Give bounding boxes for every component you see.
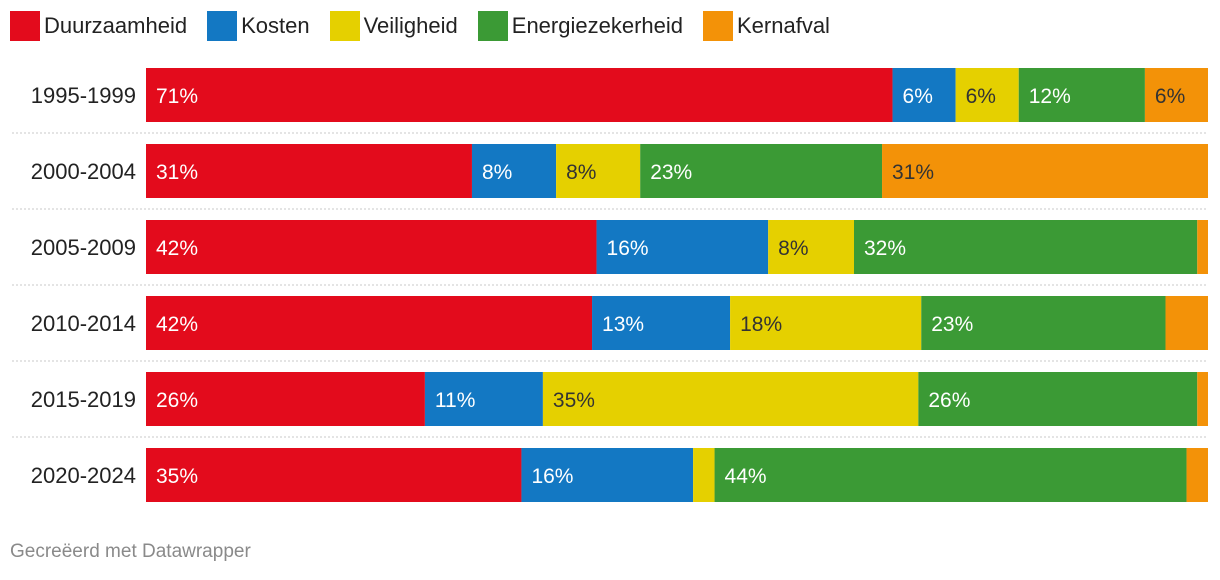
legend-item-veiligheid: Veiligheid <box>329 11 458 41</box>
bar-segment-veiligheid-2005-2009 <box>768 220 854 274</box>
data-label-duurzaamheid-1995-1999: 71% <box>156 85 198 108</box>
data-label-veiligheid-2015-2019: 35% <box>553 389 595 412</box>
bar-segment-duurzaamheid-2005-2009 <box>146 220 597 274</box>
data-label-veiligheid-2005-2009: 8% <box>778 237 808 260</box>
legend-swatch-energiezekerheid <box>477 11 508 41</box>
data-label-veiligheid-1995-1999: 6% <box>966 85 996 108</box>
bar-segment-energiezekerheid-2015-2019 <box>918 372 1198 426</box>
bar-segment-kosten-2015-2019 <box>424 372 543 426</box>
bar-segment-veiligheid-1995-1999 <box>955 68 1019 122</box>
row-label-2020-2024: 2020-2024 <box>31 463 136 488</box>
data-label-kernafval-1995-1999: 6% <box>1155 85 1185 108</box>
bar-segment-energiezekerheid-2000-2004 <box>640 144 883 198</box>
legend-label-kernafval: Kernafval <box>737 13 830 38</box>
data-label-kosten-2020-2024: 16% <box>531 465 573 488</box>
bar-segment-kernafval-2000-2004 <box>882 144 1208 198</box>
row-label-2000-2004: 2000-2004 <box>31 159 136 184</box>
data-label-energiezekerheid-2000-2004: 23% <box>650 161 692 184</box>
bar-segment-kernafval-1995-1999 <box>1144 68 1208 122</box>
bar-segment-kernafval-2015-2019 <box>1197 372 1208 426</box>
bar-segment-veiligheid-2010-2014 <box>730 296 922 350</box>
data-label-energiezekerheid-2015-2019: 26% <box>928 389 970 412</box>
bar-segment-duurzaamheid-2010-2014 <box>146 296 593 350</box>
bar-segment-kernafval-2005-2009 <box>1197 220 1208 274</box>
data-label-kosten-2000-2004: 8% <box>482 161 512 184</box>
bar-segment-energiezekerheid-2020-2024 <box>714 448 1187 502</box>
data-label-kosten-2015-2019: 11% <box>435 389 475 412</box>
bar-segment-veiligheid-2000-2004 <box>556 144 641 198</box>
data-label-energiezekerheid-2010-2014: 23% <box>931 313 973 336</box>
legend-label-energiezekerheid: Energiezekerheid <box>511 13 683 38</box>
row-label-2010-2014: 2010-2014 <box>31 311 136 336</box>
data-label-kosten-2010-2014: 13% <box>602 313 644 336</box>
legend-item-kernafval: Kernafval <box>703 11 830 41</box>
bar-segment-veiligheid-2020-2024 <box>693 448 715 502</box>
data-label-veiligheid-2000-2004: 8% <box>566 161 596 184</box>
legend-swatch-kernafval <box>703 11 733 41</box>
bar-segment-kosten-2000-2004 <box>471 144 557 198</box>
bar-segment-duurzaamheid-2015-2019 <box>146 372 425 426</box>
bar-segment-kernafval-2020-2024 <box>1186 448 1208 502</box>
bar-segment-kernafval-2010-2014 <box>1165 296 1208 350</box>
bar-segment-energiezekerheid-1995-1999 <box>1018 68 1145 122</box>
data-label-energiezekerheid-2005-2009: 32% <box>864 237 906 260</box>
data-label-duurzaamheid-2000-2004: 31% <box>156 161 198 184</box>
data-label-kernafval-2000-2004: 31% <box>892 161 934 184</box>
stacked-bar-chart: 1995-1999 71% 6% 6% 12% 6% 2000-2004 31% 8% 8% 23%… <box>12 68 1208 502</box>
legend-item-energiezekerheid: Energiezekerheid <box>477 11 683 41</box>
bar-segment-kosten-2010-2014 <box>592 296 731 350</box>
data-label-duurzaamheid-2010-2014: 42% <box>156 313 198 336</box>
data-label-duurzaamheid-2020-2024: 35% <box>156 465 198 488</box>
bar-segment-kosten-2005-2009 <box>596 220 769 274</box>
data-label-energiezekerheid-2020-2024: 44% <box>725 465 767 488</box>
data-label-energiezekerheid-1995-1999: 12% <box>1029 85 1071 108</box>
bar-segment-duurzaamheid-1995-1999 <box>146 68 893 122</box>
legend-label-veiligheid: Veiligheid <box>363 13 458 38</box>
legend-swatch-veiligheid <box>329 11 360 41</box>
bar-segment-duurzaamheid-2000-2004 <box>146 144 472 198</box>
data-label-duurzaamheid-2015-2019: 26% <box>156 389 198 412</box>
row-label-2015-2019: 2015-2019 <box>31 387 136 412</box>
data-label-duurzaamheid-2005-2009: 42% <box>156 237 198 260</box>
data-label-veiligheid-2010-2014: 18% <box>740 313 782 336</box>
row-label-1995-1999: 1995-1999 <box>31 83 136 108</box>
bar-segment-veiligheid-2015-2019 <box>542 372 919 426</box>
bar-segment-energiezekerheid-2010-2014 <box>921 296 1166 350</box>
legend-label-kosten: Kosten <box>241 13 310 38</box>
chart-legend: Duurzaamheid Kosten Veiligheid Energiezeker… <box>10 10 850 42</box>
footer-credit: Gecreëerd met Datawrapper <box>10 541 251 562</box>
bar-segment-duurzaamheid-2020-2024 <box>146 448 522 502</box>
data-label-kosten-2005-2009: 16% <box>607 237 649 260</box>
data-label-kosten-1995-1999: 6% <box>903 85 933 108</box>
bar-segment-kosten-1995-1999 <box>892 68 956 122</box>
legend-label-duurzaamheid: Duurzaamheid <box>44 13 188 38</box>
bar-segment-energiezekerheid-2005-2009 <box>854 220 1198 274</box>
legend-swatch-kosten <box>207 11 238 41</box>
legend-item-kosten: Kosten <box>207 11 310 41</box>
bar-segment-kosten-2020-2024 <box>521 448 694 502</box>
row-label-2005-2009: 2005-2009 <box>31 235 136 260</box>
legend-item-duurzaamheid: Duurzaamheid <box>10 11 187 41</box>
legend-swatch-duurzaamheid <box>10 11 40 41</box>
